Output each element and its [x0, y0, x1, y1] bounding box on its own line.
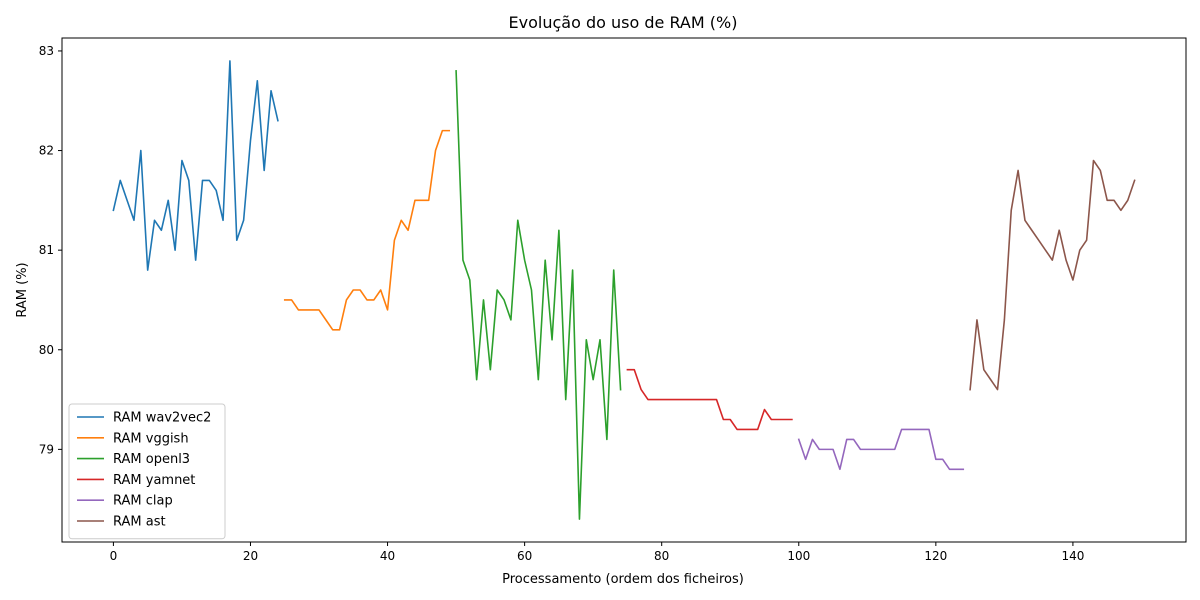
- legend-box: [68, 403, 226, 540]
- x-axis-label: Processamento (ordem dos ficheiros): [502, 572, 744, 587]
- x-tick-label: 40: [380, 549, 395, 563]
- plot-frame: [61, 37, 1187, 543]
- y-axis: 79 80 81 82 83: [39, 44, 62, 456]
- x-axis: 0 20 40 60 80 100 120 140: [110, 542, 1084, 563]
- x-tick-label: 100: [787, 549, 810, 563]
- x-tick-label: 0: [110, 549, 118, 563]
- series-line-0: [112, 60, 279, 271]
- x-tick-label: 20: [243, 549, 258, 563]
- legend-label-5: RAM ast: [113, 515, 166, 530]
- y-axis-label: RAM (%): [15, 262, 30, 317]
- series-line-1: [283, 129, 451, 331]
- series-line-3: [626, 368, 793, 431]
- x-tick-label: 80: [654, 549, 669, 563]
- x-tick-label: 120: [924, 549, 947, 563]
- y-tick-label: 83: [39, 44, 54, 58]
- plot-area: [61, 37, 1187, 543]
- legend-label-0: RAM wav2vec2: [113, 411, 211, 426]
- legend-label-2: RAM openl3: [113, 452, 190, 467]
- y-tick-label: 82: [39, 144, 54, 158]
- legend: RAM wav2vec2 RAM vggish RAM openl3 RAM yamn…: [68, 403, 226, 540]
- series-line-4: [797, 428, 965, 471]
- y-tick-label: 80: [39, 343, 54, 357]
- y-tick-label: 81: [39, 243, 54, 257]
- x-tick-label: 60: [517, 549, 532, 563]
- legend-label-3: RAM yamnet: [113, 473, 195, 488]
- series-line-2: [455, 70, 622, 520]
- chart-title: Evolução do uso de RAM (%): [509, 13, 738, 32]
- series-line-5: [969, 159, 1136, 391]
- y-tick-label: 79: [39, 442, 54, 456]
- legend-label-1: RAM vggish: [113, 431, 189, 446]
- legend-label-4: RAM clap: [113, 494, 173, 509]
- x-tick-label: 140: [1061, 549, 1084, 563]
